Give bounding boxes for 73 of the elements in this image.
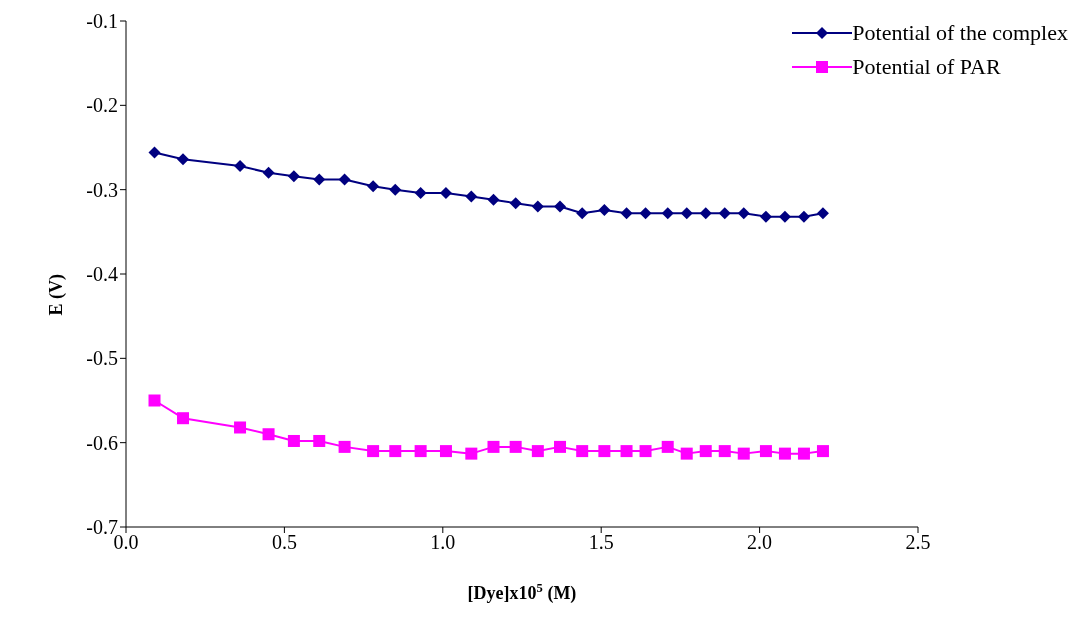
x-axis-title: [Dye]x10$^{5}$ (M) — [467, 581, 577, 604]
point — [509, 440, 522, 453]
point — [414, 187, 427, 200]
point — [576, 207, 589, 220]
point — [661, 207, 674, 220]
point — [465, 447, 478, 460]
point — [816, 445, 829, 458]
point — [367, 180, 380, 193]
legend-label: Potential of the complex — [852, 20, 1068, 46]
point — [797, 447, 810, 460]
point — [234, 160, 247, 173]
x-tick-label: 1.5 — [588, 531, 614, 554]
point — [816, 207, 829, 220]
point — [234, 421, 247, 434]
point — [759, 210, 772, 223]
point — [509, 197, 522, 210]
point — [620, 445, 633, 458]
point — [148, 394, 161, 407]
point — [778, 447, 791, 460]
point — [554, 200, 567, 213]
x-tick-label: 2.0 — [747, 531, 773, 554]
point — [367, 445, 380, 458]
point — [148, 146, 161, 159]
point — [661, 440, 674, 453]
point — [439, 445, 452, 458]
x-tick-label: 2.5 — [905, 531, 931, 554]
point — [598, 203, 611, 216]
point — [287, 170, 300, 183]
point — [680, 447, 693, 460]
point — [759, 445, 772, 458]
point — [389, 183, 402, 196]
point — [699, 207, 712, 220]
point — [576, 445, 589, 458]
point — [718, 207, 731, 220]
point — [487, 440, 500, 453]
point — [313, 434, 326, 447]
point — [639, 207, 652, 220]
point — [797, 210, 810, 223]
point — [177, 153, 190, 166]
point — [639, 445, 652, 458]
y-tick-label: -0.6 — [86, 431, 118, 454]
y-tick-label: -0.5 — [86, 347, 118, 370]
point — [737, 207, 750, 220]
point — [338, 173, 351, 186]
point — [737, 447, 750, 460]
y-tick-label: -0.4 — [86, 263, 118, 286]
point — [414, 445, 427, 458]
point — [338, 440, 351, 453]
x-tick-label: 0.0 — [113, 531, 139, 554]
point — [262, 428, 275, 441]
point — [531, 445, 544, 458]
legend-label: Potential of PAR — [852, 54, 1001, 80]
y-tick-label: -0.1 — [86, 10, 118, 33]
point — [313, 173, 326, 186]
point — [389, 445, 402, 458]
x-tick-label: 0.5 — [271, 531, 297, 554]
point — [680, 207, 693, 220]
y-tick-label: -0.2 — [86, 94, 118, 117]
point — [177, 412, 190, 425]
point — [487, 193, 500, 206]
x-tick-label: 1.0 — [430, 531, 456, 554]
point — [465, 190, 478, 203]
y-axis-title: E (V) — [46, 274, 68, 316]
point — [718, 445, 731, 458]
point — [620, 207, 633, 220]
point — [287, 434, 300, 447]
point — [778, 210, 791, 223]
point — [598, 445, 611, 458]
point — [699, 445, 712, 458]
point — [262, 166, 275, 179]
point — [554, 440, 567, 453]
y-tick-label: -0.3 — [86, 178, 118, 201]
point — [531, 200, 544, 213]
